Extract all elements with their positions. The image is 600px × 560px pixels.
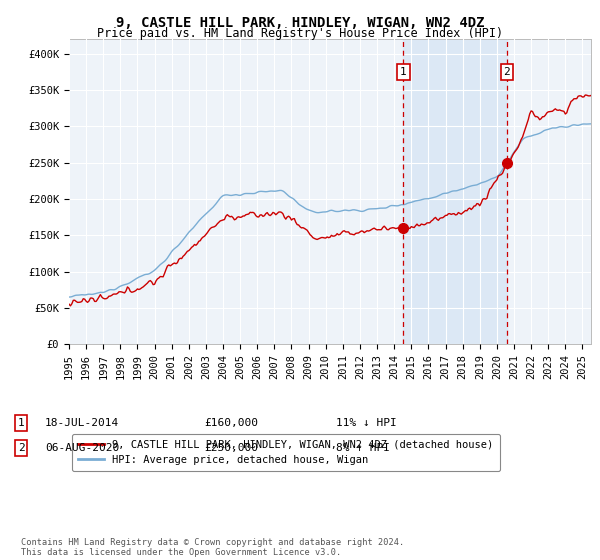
Text: 18-JUL-2014: 18-JUL-2014 <box>45 418 119 428</box>
Text: Contains HM Land Registry data © Crown copyright and database right 2024.
This d: Contains HM Land Registry data © Crown c… <box>21 538 404 557</box>
Text: 1: 1 <box>400 67 407 77</box>
Text: 1: 1 <box>17 418 25 428</box>
Text: Price paid vs. HM Land Registry's House Price Index (HPI): Price paid vs. HM Land Registry's House … <box>97 27 503 40</box>
Text: 2: 2 <box>503 67 511 77</box>
Text: 06-AUG-2020: 06-AUG-2020 <box>45 443 119 453</box>
Text: £250,000: £250,000 <box>204 443 258 453</box>
Text: 11% ↓ HPI: 11% ↓ HPI <box>336 418 397 428</box>
Text: 2: 2 <box>17 443 25 453</box>
Bar <box>403 39 507 344</box>
Text: 8% ↑ HPI: 8% ↑ HPI <box>336 443 390 453</box>
Text: £160,000: £160,000 <box>204 418 258 428</box>
Text: 9, CASTLE HILL PARK, HINDLEY, WIGAN, WN2 4DZ: 9, CASTLE HILL PARK, HINDLEY, WIGAN, WN2… <box>116 16 484 30</box>
Legend: 9, CASTLE HILL PARK, HINDLEY, WIGAN, WN2 4DZ (detached house), HPI: Average pric: 9, CASTLE HILL PARK, HINDLEY, WIGAN, WN2… <box>71 433 500 472</box>
